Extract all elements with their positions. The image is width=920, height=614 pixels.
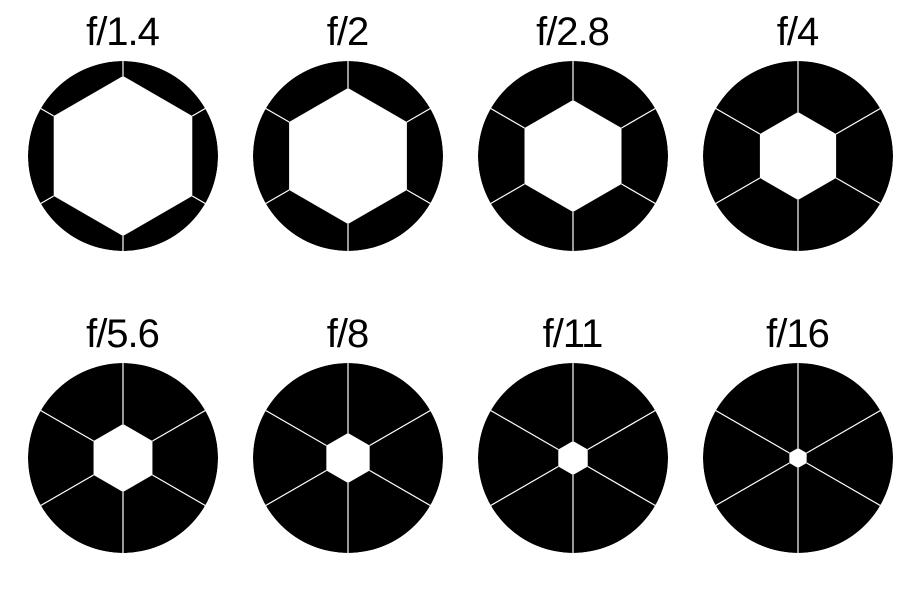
aperture-icon (253, 363, 443, 553)
fstop-label: f/16 (766, 312, 829, 357)
aperture-icon (703, 363, 893, 553)
aperture-cell: f/1.4 (20, 10, 225, 302)
aperture-cell: f/8 (245, 312, 450, 604)
aperture-icon (478, 61, 668, 251)
aperture-cell: f/4 (695, 10, 900, 302)
aperture-cell: f/2 (245, 10, 450, 302)
aperture-cell: f/11 (470, 312, 675, 604)
aperture-icon (28, 61, 218, 251)
fstop-label: f/1.4 (86, 10, 159, 55)
aperture-cell: f/5.6 (20, 312, 225, 604)
aperture-icon (28, 363, 218, 553)
fstop-label: f/2 (327, 10, 368, 55)
aperture-grid: f/1.4 f/2 f/2.8 f/4 f/5.6 f/8 f/11 f/16 (0, 0, 920, 614)
fstop-label: f/4 (777, 10, 818, 55)
fstop-label: f/5.6 (86, 312, 159, 357)
aperture-cell: f/2.8 (470, 10, 675, 302)
aperture-icon (703, 61, 893, 251)
aperture-icon (253, 61, 443, 251)
aperture-icon (478, 363, 668, 553)
fstop-label: f/2.8 (536, 10, 609, 55)
fstop-label: f/8 (327, 312, 368, 357)
aperture-cell: f/16 (695, 312, 900, 604)
fstop-label: f/11 (543, 312, 603, 357)
